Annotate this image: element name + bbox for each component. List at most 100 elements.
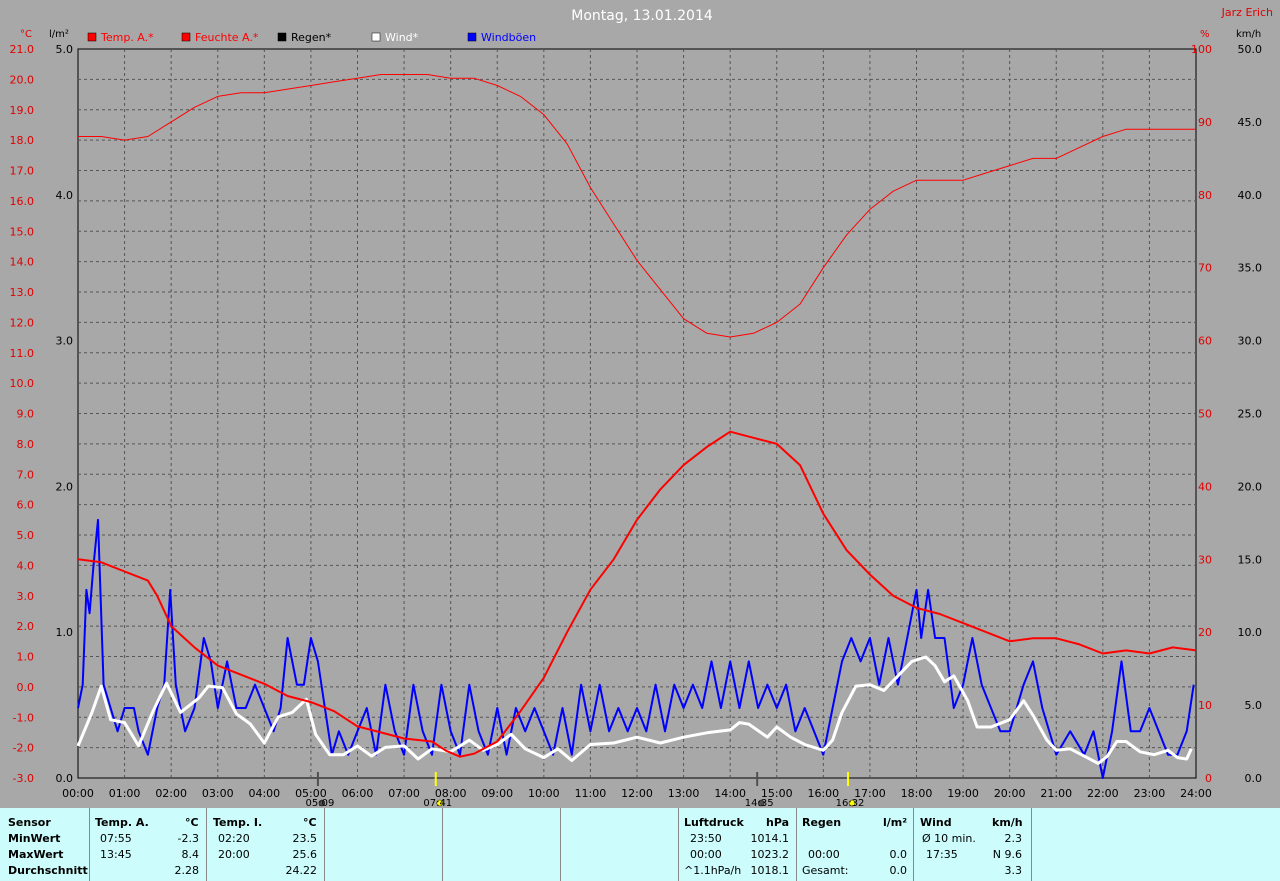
temp-tick-label: 18.0 bbox=[10, 134, 35, 147]
wind-max-time: 17:35 bbox=[926, 848, 958, 861]
humidity-axis-unit: % bbox=[1200, 29, 1210, 40]
temp-tick-label: 1.0 bbox=[17, 651, 35, 664]
x-tick-label: 05:00 bbox=[295, 787, 327, 800]
series-line-wind bbox=[76, 655, 1193, 765]
temp-tick-label: 17.0 bbox=[10, 165, 35, 178]
wind-tick-label: 25.0 bbox=[1238, 408, 1263, 421]
x-tick-label: 07:00 bbox=[388, 787, 420, 800]
legend-swatch bbox=[277, 32, 287, 42]
temp-tick-label: 4.0 bbox=[17, 559, 35, 572]
temp-tick-label: 8.0 bbox=[17, 438, 35, 451]
humidity-tick-label: 70 bbox=[1198, 262, 1212, 275]
temp-tick-label: 21.0 bbox=[10, 43, 35, 56]
sun-marker-label: 14:35 bbox=[745, 798, 774, 808]
x-tick-label: 22:00 bbox=[1087, 787, 1119, 800]
temp-i-header: Temp. I. bbox=[213, 816, 263, 829]
x-tick-label: 14:00 bbox=[714, 787, 746, 800]
humidity-tick-label: 90 bbox=[1198, 116, 1212, 129]
humidity-tick-label: 10 bbox=[1198, 699, 1212, 712]
left-axis-ticks: 21.0 20.0 19.0 18.0 17.0 16.0 15.0 14.0 13.0 12.0… bbox=[10, 43, 74, 785]
sensor-header: Sensor bbox=[8, 816, 51, 829]
wind-avg: 3.3 bbox=[1004, 864, 1023, 877]
x-tick-label: 06:00 bbox=[342, 787, 374, 800]
legend-label: Windböen bbox=[481, 31, 536, 44]
x-tick-label: 10:00 bbox=[528, 787, 560, 800]
legend-label: Regen* bbox=[291, 31, 332, 44]
temp-tick-label: 10.0 bbox=[10, 377, 35, 390]
wind-tick-label: 35.0 bbox=[1238, 262, 1263, 275]
x-tick-label: 21:00 bbox=[1040, 787, 1072, 800]
temp-tick-label: 9.0 bbox=[17, 408, 35, 421]
temp-tick-label: 15.0 bbox=[10, 225, 35, 238]
sun-moon-markers: 05:09 07:41 14:35 16:32 bbox=[305, 772, 864, 808]
rain-axis-unit: l/m² bbox=[49, 29, 69, 40]
humidity-tick-label: 20 bbox=[1198, 626, 1212, 639]
pressure-max: 1023.2 bbox=[750, 848, 790, 861]
rain-header: Regen bbox=[802, 816, 842, 829]
rain-tick-label: 4.0 bbox=[56, 189, 74, 202]
legend-swatch bbox=[181, 32, 191, 42]
temp-tick-label: 11.0 bbox=[10, 347, 35, 360]
author-label: Jarz Erich bbox=[1221, 6, 1273, 19]
temp-tick-label: 20.0 bbox=[10, 73, 35, 86]
series-line-windben bbox=[77, 518, 1195, 779]
temp-tick-label: 0.0 bbox=[17, 681, 35, 694]
x-tick-label: 16:00 bbox=[807, 787, 839, 800]
x-tick-label: 12:00 bbox=[621, 787, 653, 800]
temp-tick-label: 13.0 bbox=[10, 286, 35, 299]
temp-tick-label: 19.0 bbox=[10, 104, 35, 117]
x-tick-label: 00:00 bbox=[62, 787, 94, 800]
temp-tick-label: 16.0 bbox=[10, 195, 35, 208]
legend-label: Temp. A.* bbox=[100, 31, 154, 44]
series-line-feuchtea bbox=[78, 74, 1196, 338]
temp-tick-label: 12.0 bbox=[10, 316, 35, 329]
rain-tick-label: 3.0 bbox=[56, 335, 74, 348]
sun-marker-symbol bbox=[318, 799, 326, 807]
temp-tick-label: 2.0 bbox=[17, 620, 35, 633]
wind-tick-label: 10.0 bbox=[1238, 626, 1263, 639]
temp-i-min: 23.5 bbox=[292, 832, 318, 845]
legend-label: Wind* bbox=[385, 31, 419, 44]
humidity-tick-label: 50 bbox=[1198, 408, 1212, 421]
rain-max-time: 00:00 bbox=[808, 848, 840, 861]
wind-header: Wind bbox=[920, 816, 952, 829]
wind-tick-label: 15.0 bbox=[1238, 553, 1263, 566]
sun-marker-label: 07:41 bbox=[423, 798, 452, 808]
wind-tick-label: 45.0 bbox=[1238, 116, 1263, 129]
humidity-tick-label: 0 bbox=[1205, 772, 1212, 785]
sun-marker-symbol bbox=[436, 799, 444, 807]
temp-i-avg: 24.22 bbox=[285, 864, 318, 877]
sun-marker-label: 05:09 bbox=[305, 798, 334, 808]
pressure-min: 1014.1 bbox=[750, 832, 790, 845]
humidity-tick-label: 80 bbox=[1198, 189, 1212, 202]
legend-swatch bbox=[87, 32, 97, 42]
temp-a-max: 8.4 bbox=[181, 848, 200, 861]
legend-swatch bbox=[371, 32, 381, 42]
rain-unit: l/m² bbox=[883, 816, 908, 829]
x-tick-label: 19:00 bbox=[947, 787, 979, 800]
temp-a-max-time: 13:45 bbox=[100, 848, 132, 861]
pressure-trend: ^1.1hPa/h bbox=[684, 864, 742, 877]
series-line-tempa bbox=[77, 430, 1197, 758]
min-label: MinWert bbox=[8, 832, 61, 845]
temp-tick-label: 7.0 bbox=[17, 468, 35, 481]
rain-tick-label: 2.0 bbox=[56, 480, 74, 493]
wind-max: N 9.6 bbox=[992, 848, 1022, 861]
legend-label: Feuchte A.* bbox=[195, 31, 259, 44]
wind-tick-label: 30.0 bbox=[1238, 335, 1263, 348]
humidity-tick-label: 100 bbox=[1191, 43, 1212, 56]
temp-tick-label: 3.0 bbox=[17, 590, 35, 603]
temp-i-max-time: 20:00 bbox=[218, 848, 250, 861]
x-tick-label: 13:00 bbox=[668, 787, 700, 800]
x-tick-label: 04:00 bbox=[248, 787, 280, 800]
sun-marker-symbol bbox=[848, 799, 856, 807]
x-tick-label: 23:00 bbox=[1134, 787, 1166, 800]
sun-marker-symbol bbox=[757, 799, 765, 807]
x-tick-label: 03:00 bbox=[202, 787, 234, 800]
x-axis-ticks: 00:00 01:00 02:00 03:00 04:00 05:00 06:00 07:00… bbox=[62, 787, 1212, 800]
wind-tick-label: 5.0 bbox=[1245, 699, 1263, 712]
rain-max: 0.0 bbox=[889, 848, 908, 861]
humidity-tick-label: 60 bbox=[1198, 335, 1212, 348]
rain-tick-label: 0.0 bbox=[56, 772, 74, 785]
x-tick-label: 01:00 bbox=[109, 787, 141, 800]
